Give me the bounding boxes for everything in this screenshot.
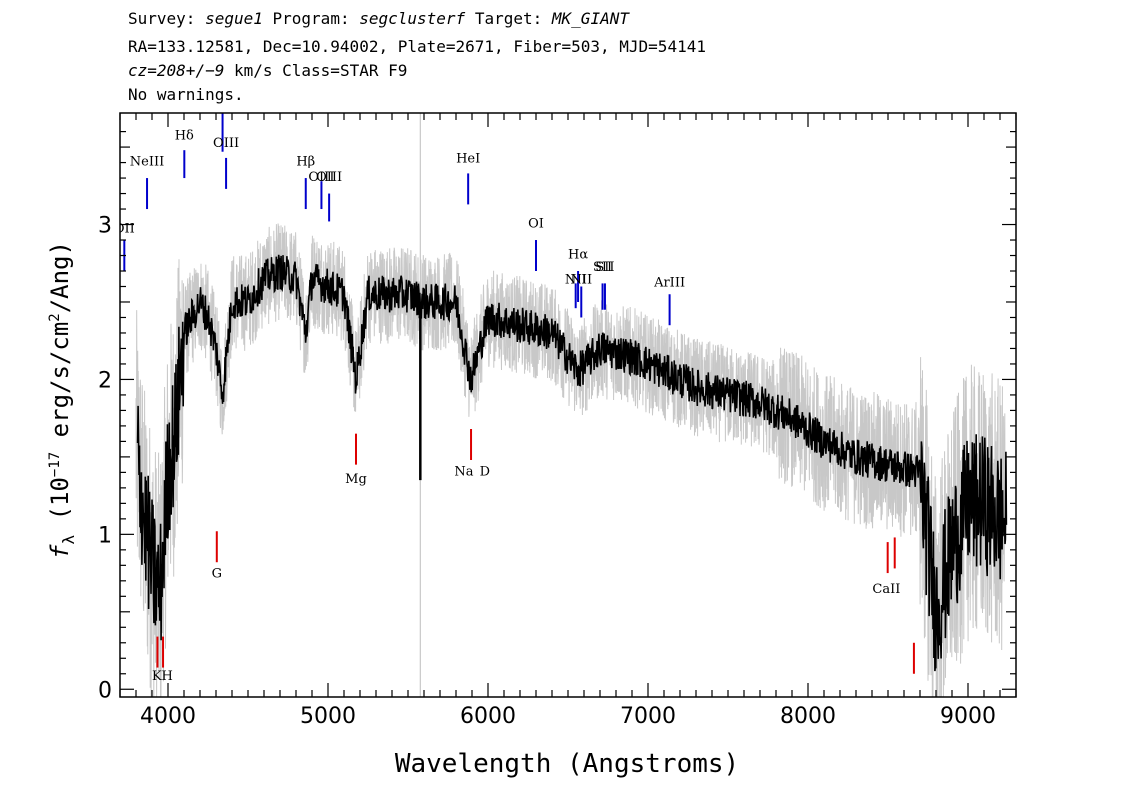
y-tick-label-3: 3 [98, 214, 112, 239]
absorption-label-0: K [152, 669, 162, 684]
x-tick-label-2: 6000 [460, 704, 516, 729]
program-value: segclusterf [359, 9, 466, 28]
y-tick-label-2: 2 [98, 368, 112, 393]
x-tick-label-4: 8000 [780, 704, 836, 729]
emission-label-0: NeIII [130, 155, 164, 170]
emission-label-8: OI [528, 217, 544, 232]
y-axis-title-f: f [46, 544, 74, 559]
y-axis-title-sub: λ [58, 534, 78, 545]
header-line-1: Survey: segue1 Program: segclusterf Targ… [128, 8, 629, 30]
emission-label-15: OII [114, 221, 135, 236]
plot-area: NeIIIHδHγOIIIHβOIIIOIIIHeIOINIIHαNIISIIS… [98, 97, 1017, 729]
emission-label-14: ArIII [653, 275, 685, 290]
y-axis-title-units: erg/s/cm [46, 321, 74, 452]
emission-label-10: Hα [568, 248, 588, 263]
emission-label-7: HeI [456, 152, 480, 167]
header-line-3: cz=208+/−9 km/s Class=STAR F9 [128, 60, 407, 82]
x-tick-label-3: 7000 [620, 704, 676, 729]
emission-label-5: OIII [308, 170, 334, 185]
absorption-label-1: H [162, 669, 173, 684]
absorption-label-6: CaII [872, 582, 900, 597]
survey-label: Survey: [128, 9, 196, 28]
emission-label-6: OIII [316, 170, 342, 185]
plot-frame [119, 112, 1017, 698]
emission-label-9: NII [565, 272, 587, 287]
survey-value: segue1 [205, 9, 263, 28]
object-spectrum [136, 254, 1008, 672]
y-axis-title-exp2: 2 [47, 313, 63, 322]
emission-label-13: SII [595, 260, 614, 275]
emission-label-11: NII [570, 272, 592, 287]
x-tick-label-5: 9000 [940, 704, 996, 729]
emission-label-4: Hβ [296, 155, 315, 170]
emission-label-1: Hδ [175, 128, 194, 143]
cz-suffix: km/s Class=STAR F9 [224, 61, 408, 80]
y-axis-title-end: /Ang) [46, 241, 74, 314]
target-label: Target: [474, 9, 543, 28]
y-tick-label-1: 1 [98, 523, 112, 548]
target-value: MK_GIANT [551, 9, 629, 28]
y-axis-title-mid: (10 [46, 477, 74, 535]
emission-label-2: Hγ [213, 97, 232, 112]
x-axis-title: Wavelength (Angstroms) [395, 749, 739, 779]
noise-spectrum [135, 223, 1007, 697]
absorption-label-5: D [480, 464, 490, 479]
absorption-label-3: Mg [345, 472, 367, 487]
header-line-2: RA=133.12581, Dec=10.94002, Plate=2671, … [128, 37, 706, 56]
y-tick-label-0: 0 [98, 678, 112, 703]
x-tick-label-0: 4000 [140, 704, 196, 729]
y-axis-title-exp: −17 [47, 451, 63, 478]
x-tick-label-1: 5000 [300, 704, 356, 729]
program-label: Program: [272, 9, 350, 28]
header-line-4: No warnings. [128, 85, 244, 104]
emission-label-12: SII [593, 260, 612, 275]
absorption-label-4: Na [454, 464, 473, 479]
emission-label-3: OIII [213, 136, 239, 151]
cz-value: 208+/−9 [156, 61, 225, 80]
cz-prefix: cz= [128, 61, 157, 80]
absorption-label-2: G [212, 567, 222, 582]
y-axis-title: fλ (10−17 erg/s/cm2/Ang) [46, 241, 78, 559]
